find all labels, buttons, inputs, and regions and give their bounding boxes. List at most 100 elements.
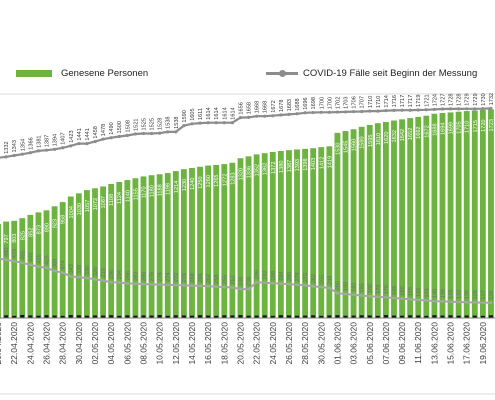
recovered-bar [164, 173, 171, 318]
total-cases-point [255, 114, 259, 118]
recovered-bar [358, 126, 365, 318]
recovered-bar [471, 110, 478, 318]
active-cases-point [327, 286, 331, 290]
total-cases-data-label: 1324 [0, 142, 2, 154]
recovered-bar [391, 120, 397, 318]
recovered-data-label: 1672 [424, 125, 430, 137]
daily-small-bar [367, 315, 372, 318]
recovered-data-label: 1560 [352, 139, 358, 151]
active-cases-point [45, 266, 48, 270]
total-cases-point [246, 115, 251, 119]
active-cases-data-label: 262 [311, 274, 317, 283]
recovered-bar [318, 147, 325, 318]
recovered-data-label: 1057 [85, 200, 91, 212]
active-cases-point [473, 301, 477, 304]
daily-small-bar [311, 315, 316, 318]
total-cases-data-label: 1528 [158, 118, 164, 130]
recovered-data-label: 1240 [190, 178, 196, 190]
total-cases-data-label: 1724 [432, 94, 438, 106]
total-cases-data-label: 1538 [166, 116, 172, 128]
total-cases-point [28, 151, 32, 155]
daily-small-bar [92, 315, 98, 318]
daily-small-bar [254, 315, 259, 318]
active-cases-data-label: 126 [489, 290, 495, 299]
recovered-bar [302, 148, 309, 318]
active-cases-data-label: 338 [77, 265, 83, 274]
total-cases-point [376, 109, 380, 113]
total-cases-data-label: 1407 [61, 132, 67, 144]
active-cases-data-label: 165 [392, 286, 398, 295]
daily-small-bar [432, 315, 437, 318]
total-cases-data-label: 1716 [392, 95, 398, 107]
recovered-data-label: 803 [12, 233, 18, 242]
daily-small-bar [488, 315, 493, 318]
active-cases-data-label: 198 [344, 282, 350, 291]
daily-small-bar [109, 315, 114, 318]
cases-line-swatch-icon [266, 69, 298, 77]
active-cases-point [489, 301, 493, 305]
daily-small-bar [60, 315, 65, 318]
recovered-data-label: 1170 [142, 186, 148, 198]
daily-small-bar [141, 315, 146, 318]
total-cases-data-label: 1381 [36, 135, 42, 147]
total-cases-data-label: 1696 [303, 97, 309, 109]
active-cases-point [125, 281, 129, 285]
daily-small-bar [52, 315, 57, 318]
total-cases-point [12, 153, 16, 158]
active-cases-data-label: 470 [12, 249, 18, 258]
x-tick-label: 12.05.2020 [171, 322, 181, 365]
recovered-bar [253, 154, 260, 318]
active-cases-point [77, 275, 81, 279]
active-cases-point [400, 297, 404, 301]
total-cases-data-label: 1614 [214, 107, 220, 119]
daily-small-bar [286, 315, 291, 318]
active-cases-data-label: 284 [279, 271, 285, 280]
x-tick-label: 05.06.2020 [365, 322, 375, 365]
recovered-bar [92, 188, 98, 318]
daily-small-bar [84, 315, 89, 318]
daily-small-bar [198, 315, 203, 318]
x-tick-label: 24.04.2020 [25, 322, 35, 365]
daily-small-bar [303, 315, 308, 318]
daily-small-bar [440, 315, 445, 318]
total-cases-data-label: 1343 [12, 140, 18, 152]
legend-recovered: Genesene Personen [16, 66, 148, 80]
daily-small-bar [117, 315, 122, 318]
daily-small-bar [416, 315, 421, 318]
active-cases-point [279, 282, 283, 286]
active-cases-point [441, 299, 444, 303]
total-cases-data-label: 1688 [295, 98, 301, 110]
total-cases-point [295, 112, 299, 116]
total-cases-point [303, 111, 307, 115]
recovered-data-label: 1387 [287, 160, 293, 172]
active-cases-data-label: 278 [150, 272, 156, 281]
total-cases-data-label: 1366 [28, 137, 34, 149]
total-cases-point [473, 107, 477, 111]
daily-small-bar [456, 315, 461, 318]
total-cases-data-label: 1700 [327, 97, 333, 109]
total-cases-point [465, 107, 469, 111]
recovered-data-label: 1723 [489, 119, 495, 131]
recovered-bar [140, 176, 147, 318]
recovered-data-label: 1688 [432, 123, 438, 135]
recovered-bar [213, 164, 220, 318]
recovered-bar [59, 202, 66, 318]
active-cases-data-label: 292 [263, 270, 269, 279]
active-cases-data-label: 145 [424, 288, 430, 297]
active-cases-data-label: 252 [230, 275, 236, 284]
daily-small-bar [238, 315, 243, 318]
total-cases-point [287, 112, 291, 116]
x-tick-label: 06.05.2020 [122, 322, 132, 365]
total-cases-data-label: 1656 [239, 102, 245, 114]
recovered-data-label: 1705 [457, 121, 463, 133]
total-cases-data-label: 1354 [20, 139, 26, 151]
recovered-data-label: 1530 [335, 142, 341, 154]
recovered-data-label: 1260 [206, 175, 212, 187]
recovered-data-label: 1419 [327, 156, 333, 168]
daily-small-bar [101, 315, 106, 318]
total-cases-data-label: 1683 [287, 99, 293, 111]
active-cases-point [206, 284, 210, 288]
active-cases-data-label: 140 [432, 289, 438, 298]
x-tick-label: 17.06.2020 [462, 322, 472, 365]
active-cases-data-label: 283 [133, 271, 139, 280]
